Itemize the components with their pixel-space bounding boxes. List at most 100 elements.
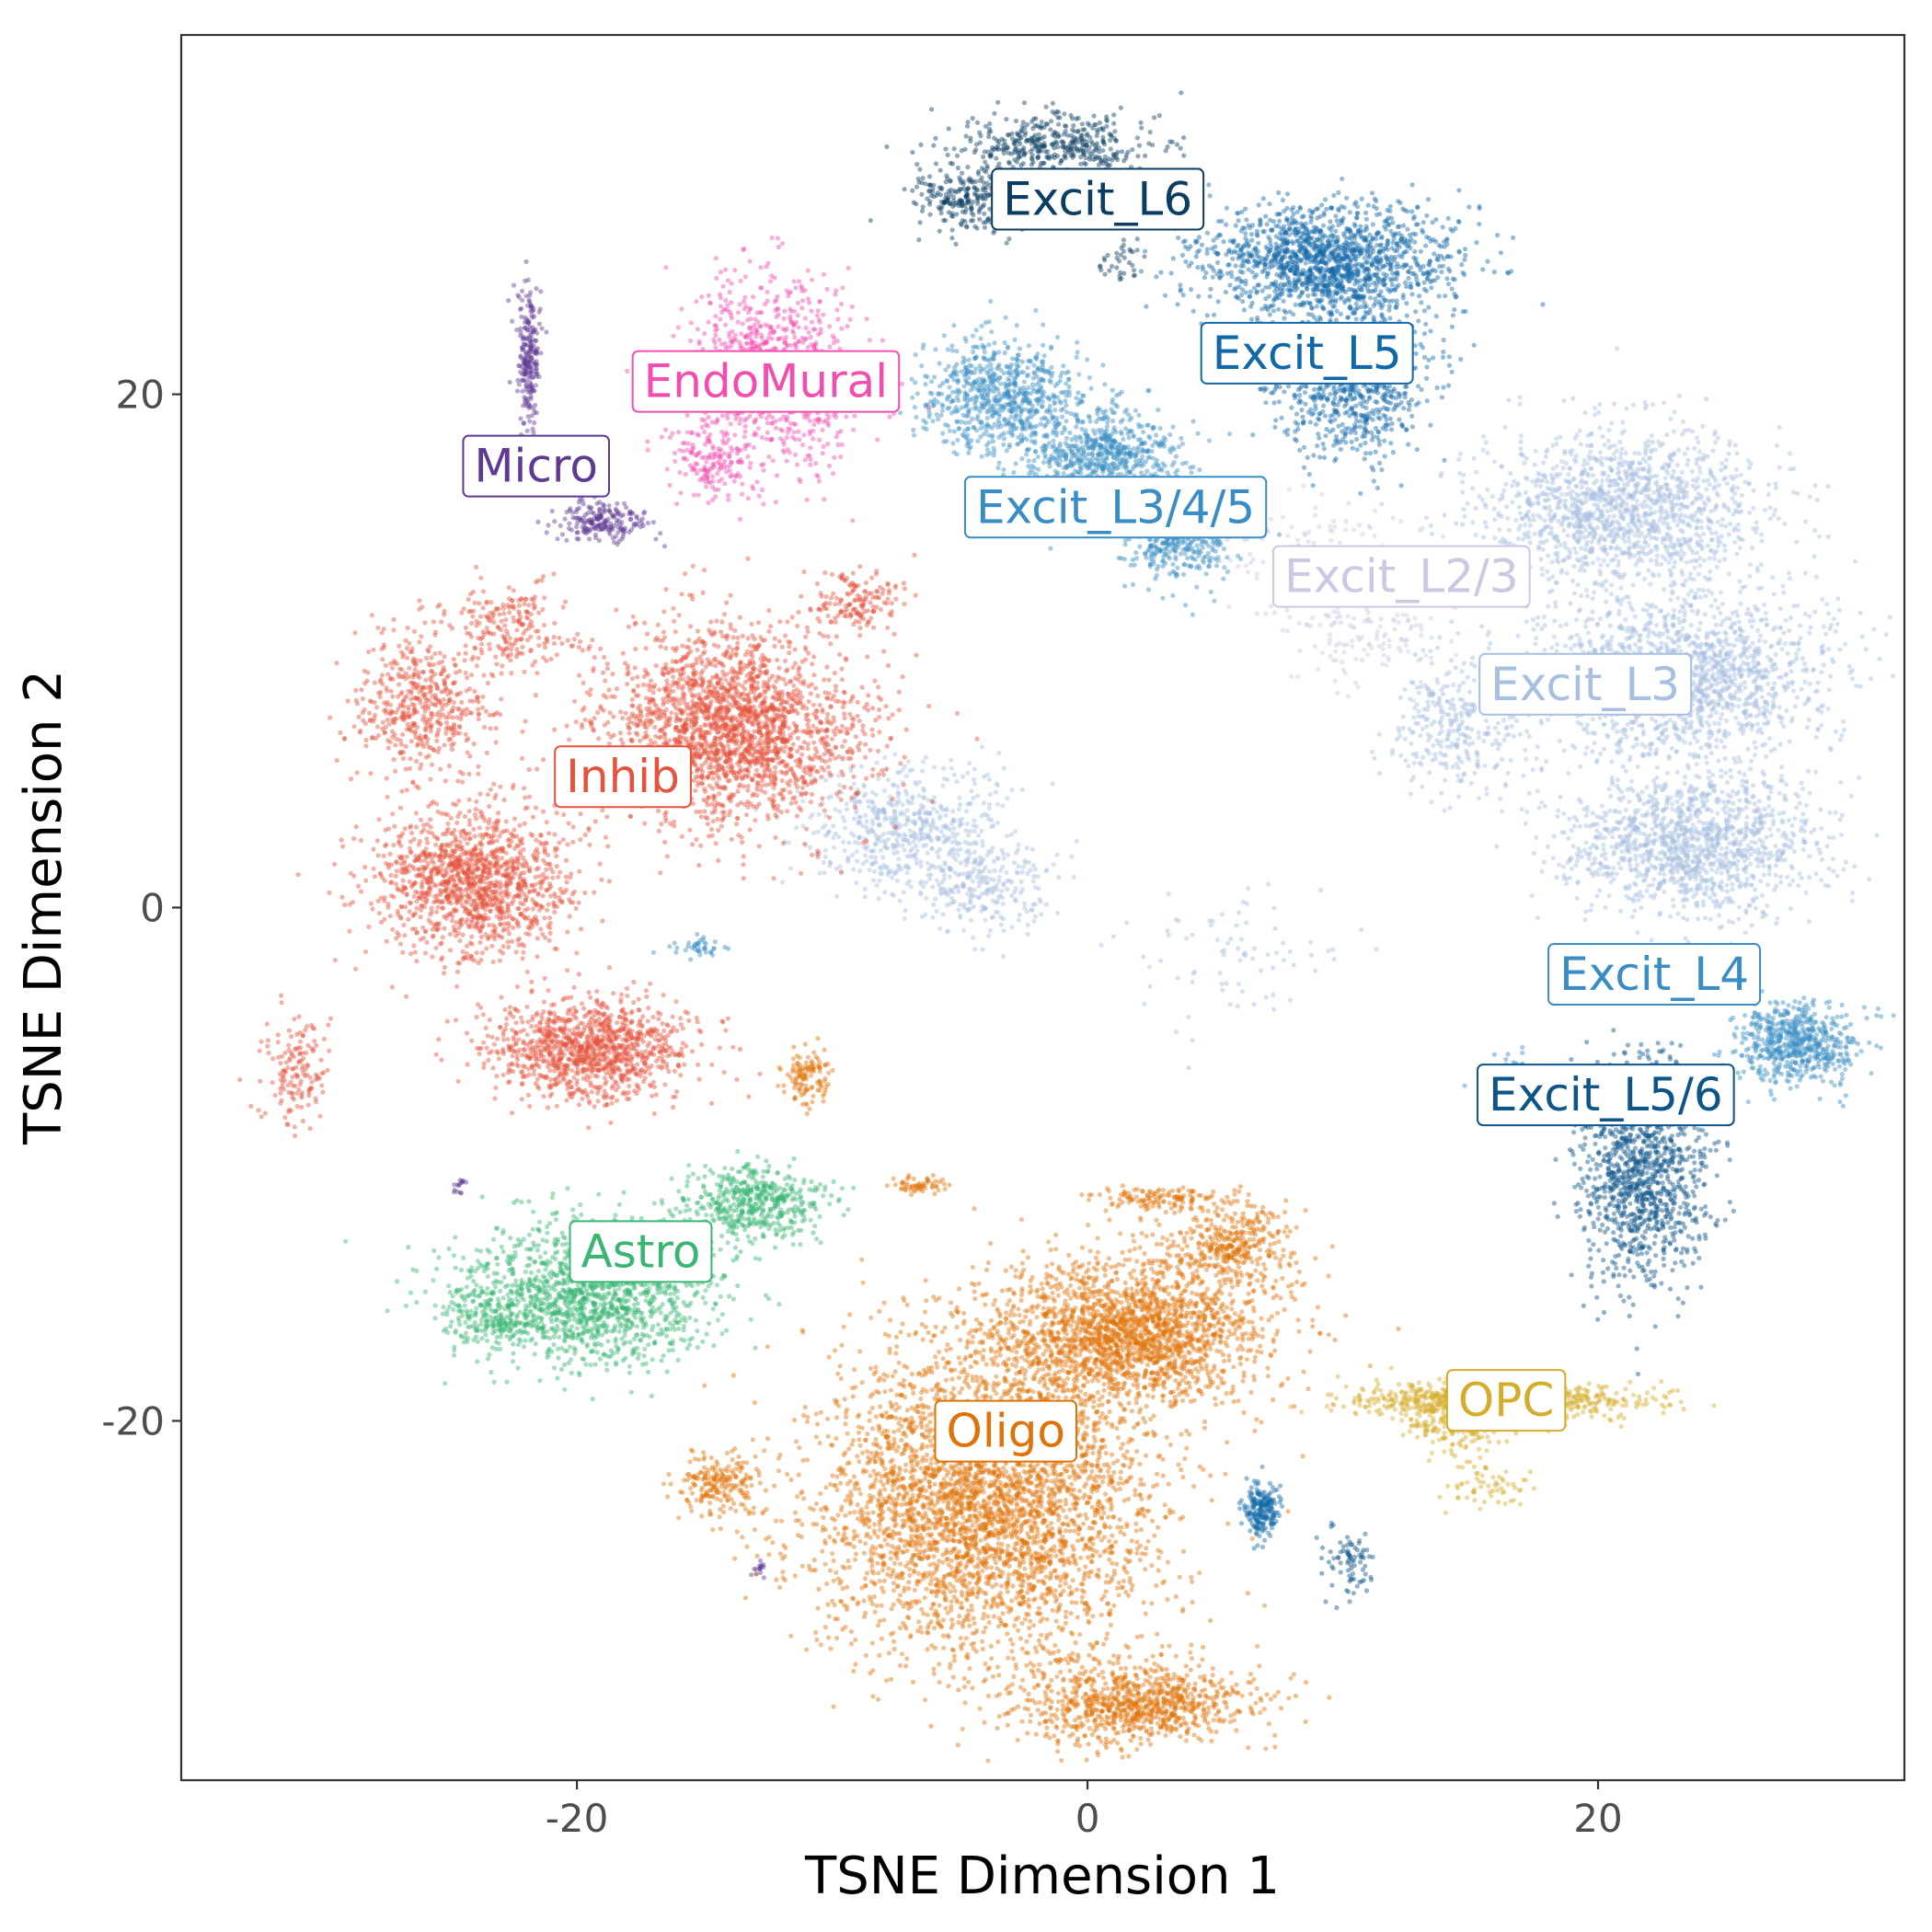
data-point: [1396, 199, 1401, 204]
data-point: [1336, 253, 1341, 259]
data-point: [960, 203, 965, 209]
data-point: [1018, 412, 1023, 418]
data-point: [1034, 382, 1040, 387]
data-point: [1377, 243, 1383, 248]
data-point: [1454, 293, 1459, 299]
data-point: [1192, 238, 1199, 244]
data-point: [1116, 259, 1122, 264]
data-point: [1031, 458, 1037, 464]
data-point: [1136, 143, 1142, 148]
data-point: [962, 146, 968, 152]
data-point: [1363, 440, 1368, 446]
data-point: [1154, 457, 1160, 463]
data-point: [1004, 240, 1009, 246]
data-point: [1012, 157, 1018, 163]
data-point: [1094, 133, 1099, 139]
data-point: [1401, 391, 1407, 397]
data-point: [1409, 182, 1415, 188]
data-point: [1273, 224, 1279, 229]
data-point: [1186, 247, 1191, 252]
data-point: [1155, 441, 1160, 446]
data-point: [932, 374, 937, 380]
data-point: [1294, 233, 1299, 238]
data-point: [1388, 427, 1395, 432]
data-point: [1318, 227, 1324, 233]
data-point: [1139, 423, 1144, 430]
data-point: [1052, 155, 1057, 160]
data-point: [1350, 311, 1355, 316]
data-point: [1064, 145, 1070, 151]
data-point: [1030, 375, 1036, 381]
data-point: [959, 203, 965, 209]
data-point: [1029, 136, 1035, 142]
data-point: [1087, 156, 1093, 162]
data-point: [1214, 259, 1221, 266]
data-point: [1423, 243, 1429, 248]
data-point: [1280, 197, 1285, 203]
data-point: [1317, 268, 1323, 273]
data-point: [1095, 127, 1100, 132]
data-point: [1075, 129, 1081, 134]
data-point: [1039, 125, 1044, 131]
data-point: [1130, 581, 1135, 588]
data-point: [1094, 456, 1099, 462]
data-point: [1116, 555, 1121, 561]
data-point: [1436, 293, 1442, 299]
data-point: [914, 201, 919, 207]
data-point: [1194, 584, 1200, 590]
data-point: [1121, 465, 1127, 470]
data-point: [1462, 247, 1468, 252]
data-point: [1032, 371, 1038, 376]
data-point: [1409, 292, 1415, 297]
data-point: [1087, 457, 1092, 463]
data-point: [1422, 354, 1428, 360]
data-point: [1176, 235, 1181, 241]
data-point: [1271, 390, 1276, 396]
data-point: [1230, 256, 1236, 261]
data-point: [1414, 277, 1420, 282]
data-point: [1274, 212, 1280, 217]
data-point: [913, 352, 918, 358]
data-point: [1074, 424, 1079, 430]
data-point: [986, 440, 992, 445]
data-point: [943, 367, 949, 373]
data-point: [910, 150, 915, 155]
data-point: [1406, 269, 1411, 274]
data-point: [911, 427, 916, 432]
data-point: [1050, 109, 1055, 115]
data-point: [1033, 143, 1039, 148]
data-point: [1052, 455, 1058, 461]
data-point: [1135, 154, 1141, 159]
data-point: [1062, 154, 1067, 159]
data-point: [966, 199, 972, 204]
data-point: [1377, 460, 1383, 466]
data-point: [943, 195, 949, 201]
data-point: [1006, 161, 1012, 167]
data-point: [1104, 123, 1110, 129]
data-point: [1170, 256, 1176, 261]
data-point: [969, 210, 974, 215]
data-point: [1353, 403, 1359, 408]
data-point: [1030, 139, 1036, 144]
data-point: [977, 140, 983, 145]
data-point: [961, 373, 967, 378]
data-point: [1064, 435, 1070, 441]
data-point: [1048, 410, 1053, 416]
data-point: [1063, 440, 1068, 445]
data-point: [1104, 161, 1110, 167]
data-point: [1081, 152, 1087, 157]
data-point: [926, 174, 933, 179]
data-point: [1029, 155, 1035, 161]
data-point: [1098, 267, 1104, 273]
data-point: [1248, 316, 1254, 322]
data-point: [1439, 269, 1444, 275]
data-point: [1358, 490, 1363, 497]
data-point: [1248, 224, 1253, 231]
data-point: [1417, 293, 1422, 299]
data-point: [1323, 197, 1328, 202]
data-point: [1176, 542, 1181, 547]
data-point: [1093, 121, 1098, 127]
data-point: [1018, 128, 1024, 133]
data-point: [1029, 162, 1034, 167]
data-point: [1380, 302, 1386, 308]
